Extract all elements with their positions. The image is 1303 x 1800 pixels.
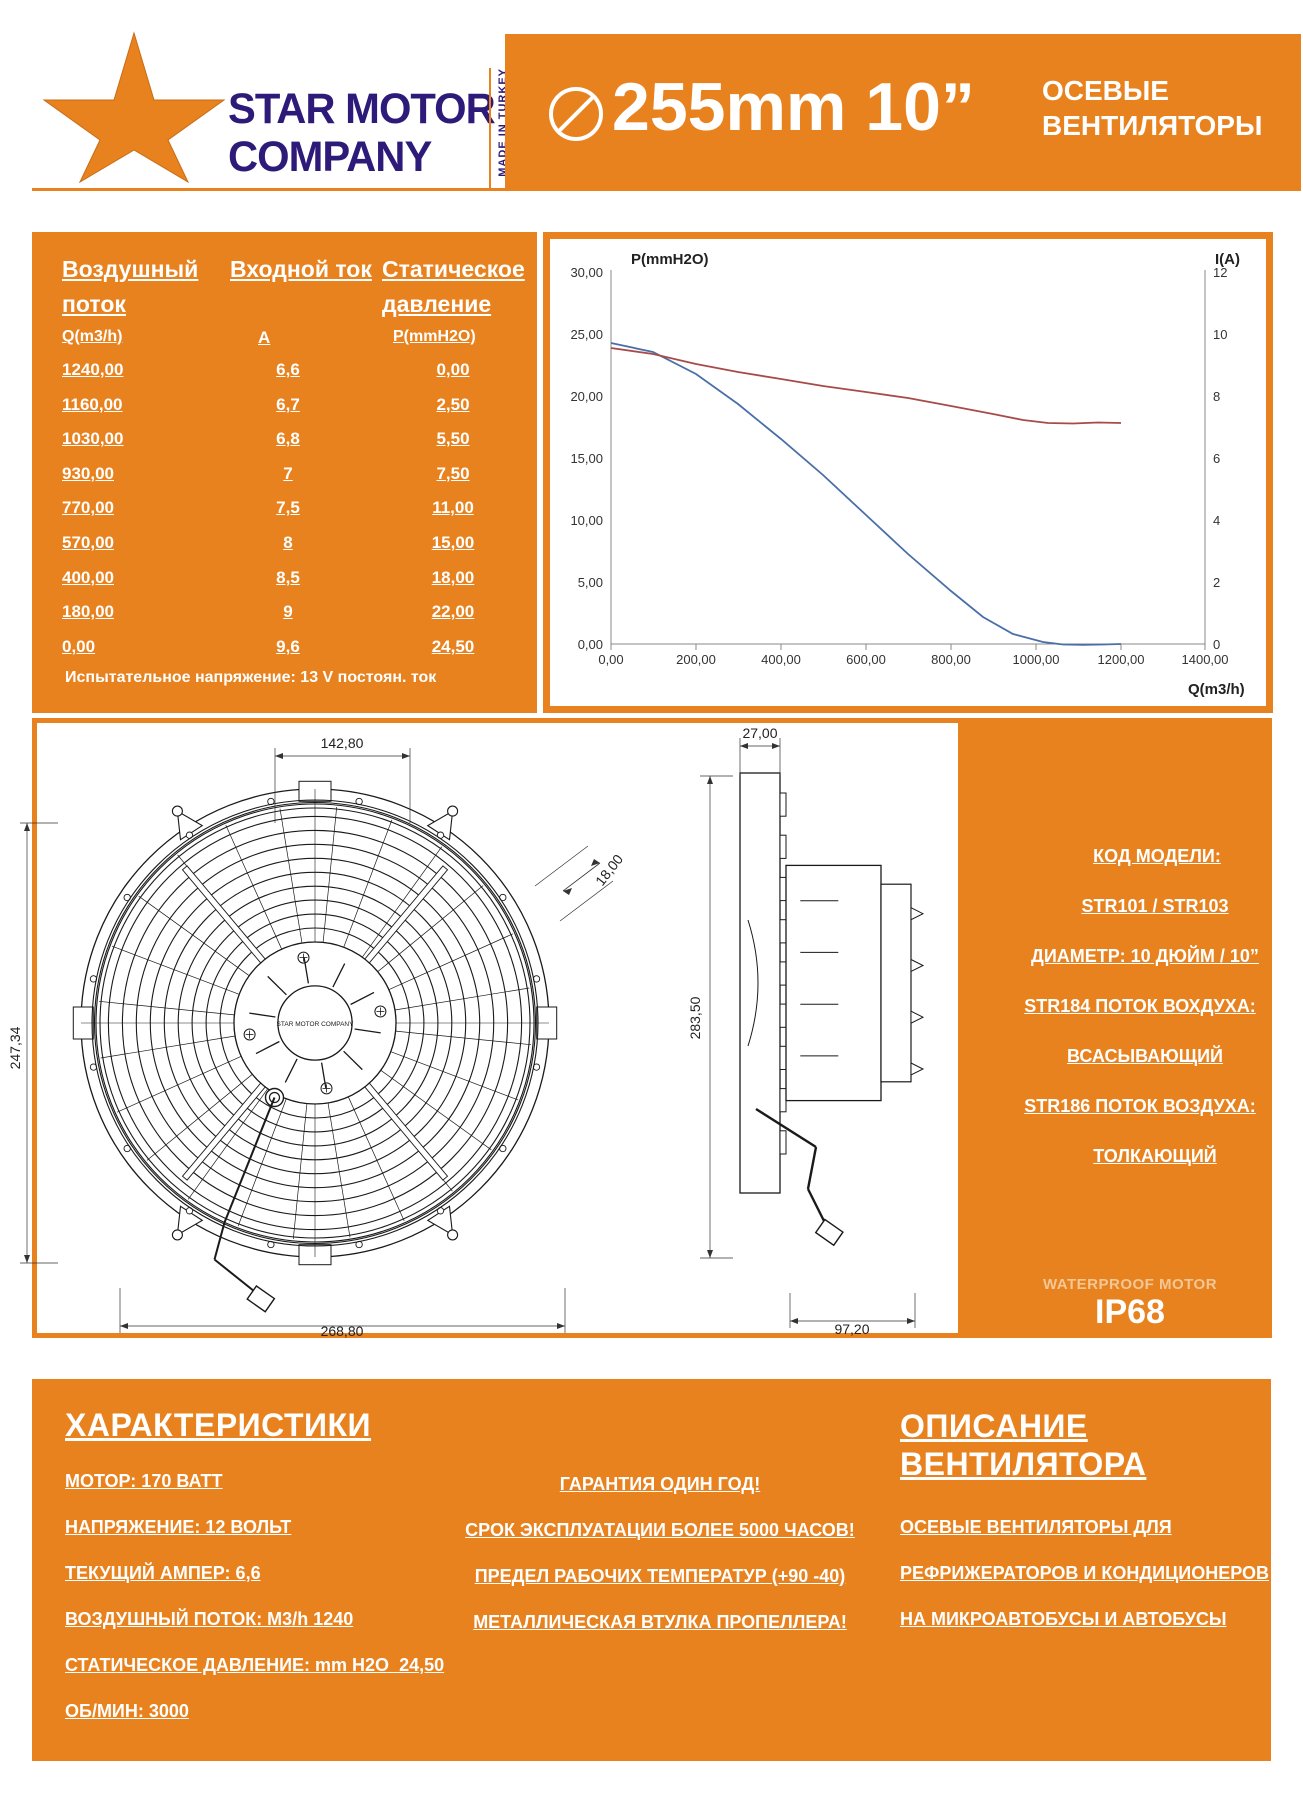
svg-text:4: 4: [1213, 513, 1220, 528]
svg-text:P(mmH2O): P(mmH2O): [631, 251, 709, 268]
svg-text:600,00: 600,00: [846, 652, 886, 667]
svg-text:6: 6: [1213, 451, 1220, 466]
svg-text:STAR MOTOR COMPANY: STAR MOTOR COMPANY: [277, 1021, 355, 1028]
svg-text:1200,00: 1200,00: [1098, 652, 1145, 667]
svg-text:800,00: 800,00: [931, 652, 971, 667]
svg-text:10: 10: [1213, 327, 1227, 342]
svg-text:1400,00: 1400,00: [1182, 652, 1229, 667]
svg-text:Q(m3/h): Q(m3/h): [1188, 681, 1245, 698]
svg-text:15,00: 15,00: [570, 451, 603, 466]
svg-text:247,34: 247,34: [7, 1026, 23, 1069]
svg-text:10,00: 10,00: [570, 513, 603, 528]
svg-text:30,00: 30,00: [570, 265, 603, 280]
svg-text:200,00: 200,00: [676, 652, 716, 667]
svg-text:I(A): I(A): [1215, 251, 1240, 268]
svg-text:0,00: 0,00: [598, 652, 623, 667]
svg-text:5,00: 5,00: [578, 575, 603, 590]
svg-text:25,00: 25,00: [570, 327, 603, 342]
svg-text:8: 8: [1213, 389, 1220, 404]
svg-text:0: 0: [1213, 637, 1220, 652]
svg-text:20,00: 20,00: [570, 389, 603, 404]
svg-text:1000,00: 1000,00: [1013, 652, 1060, 667]
svg-text:0,00: 0,00: [578, 637, 603, 652]
svg-text:400,00: 400,00: [761, 652, 801, 667]
svg-text:2: 2: [1213, 575, 1220, 590]
